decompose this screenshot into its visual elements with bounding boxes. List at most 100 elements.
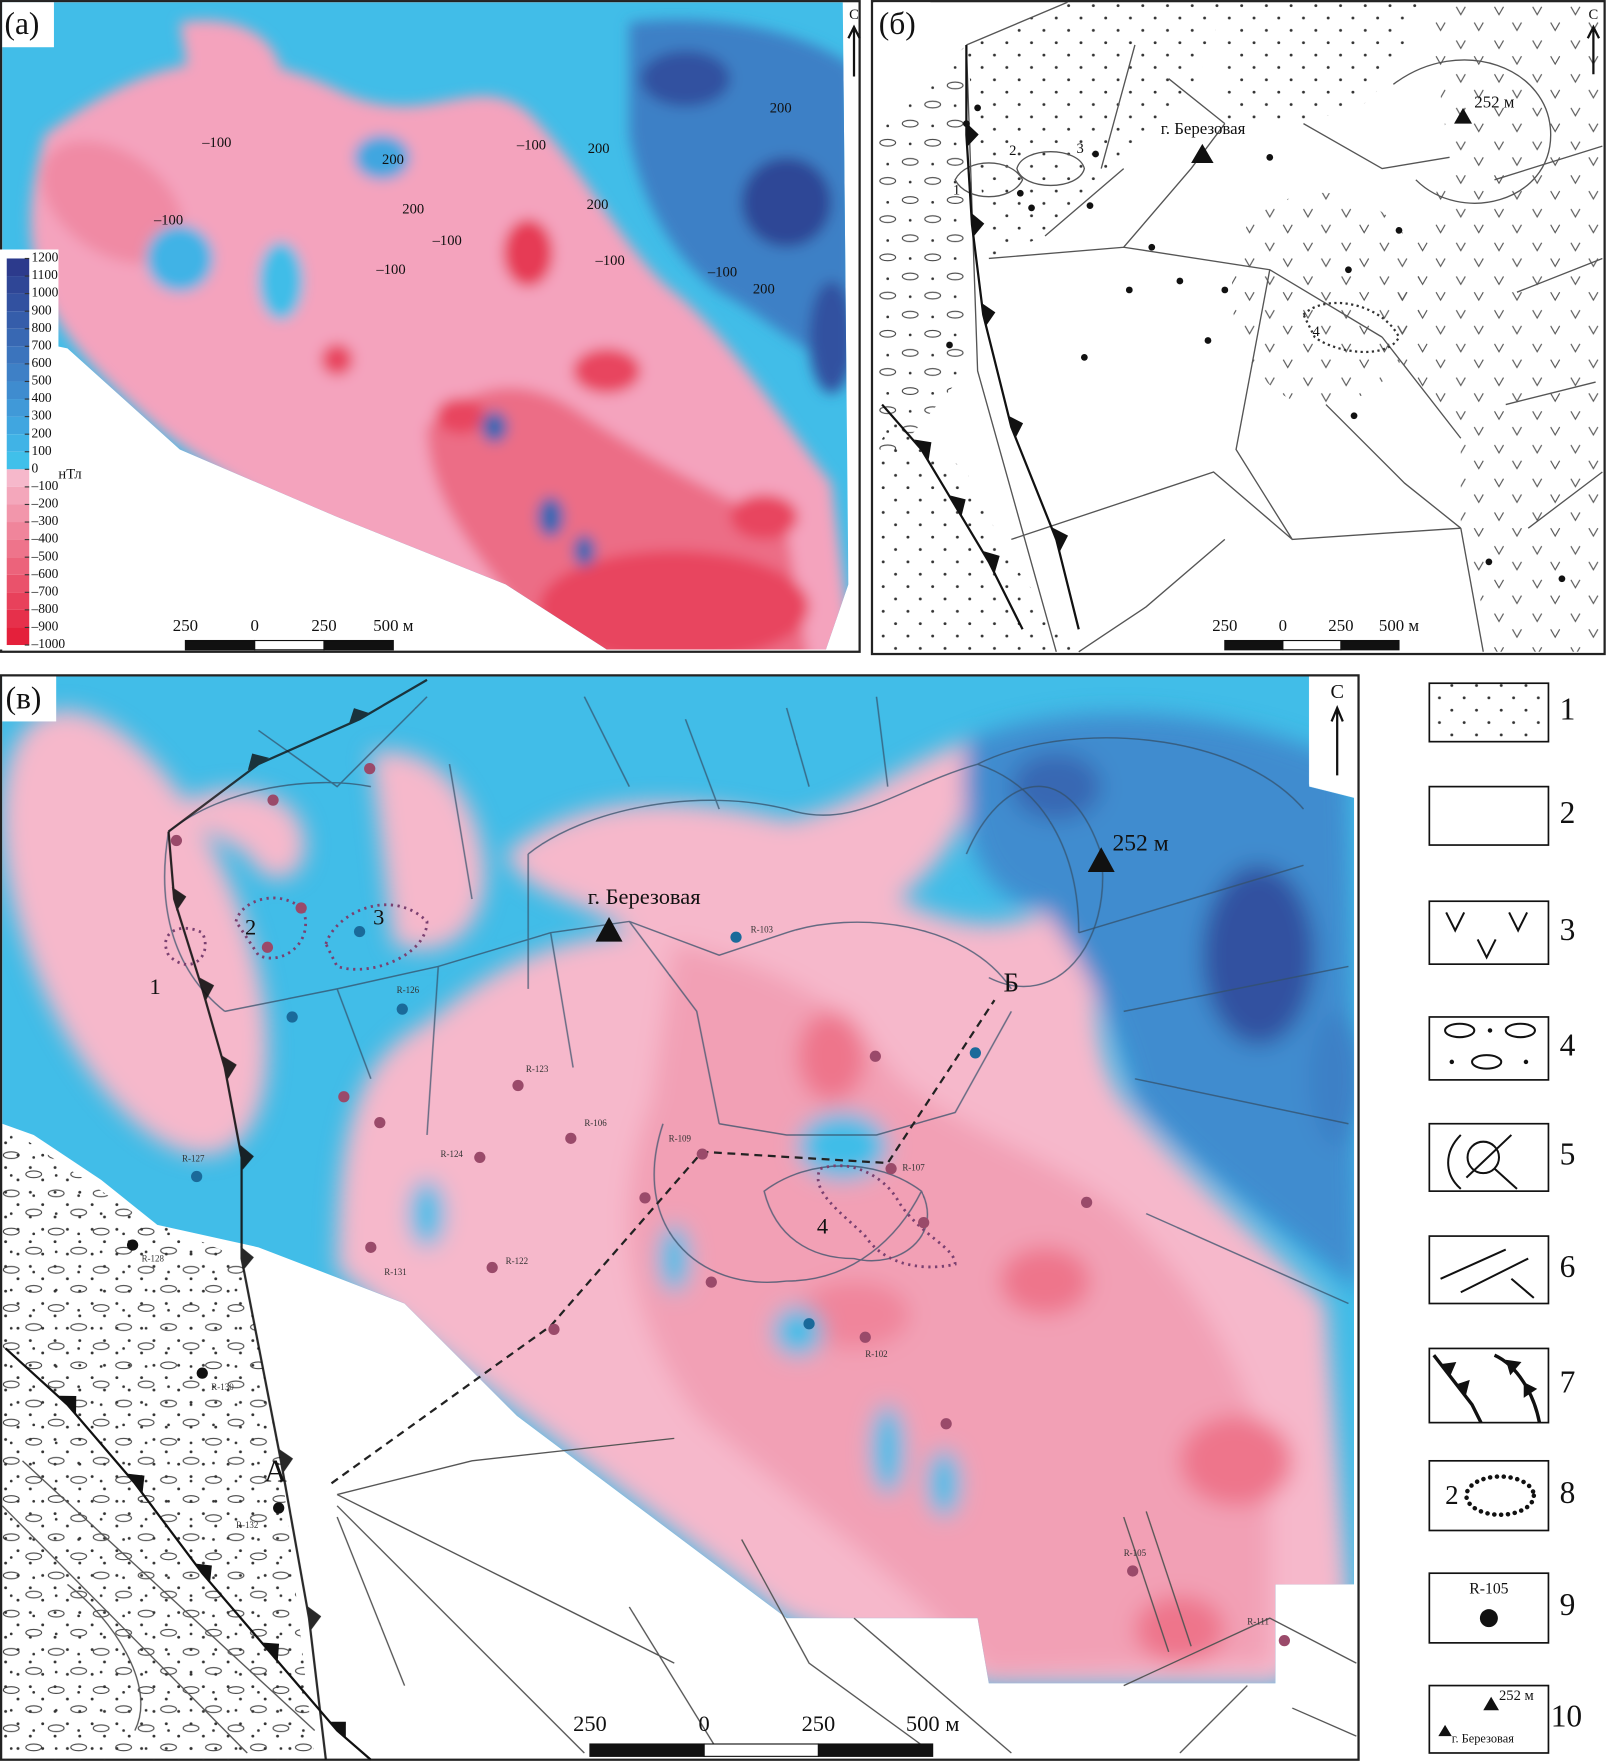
colorbar-step: [6, 522, 30, 540]
scale-segment: [1282, 639, 1342, 651]
legend-sample: 252 м: [1499, 1688, 1534, 1704]
zone-label: 2: [1009, 143, 1016, 159]
elevation-label: 252 м: [1112, 830, 1168, 856]
colorbar-tick-label: –300: [30, 513, 58, 528]
legend-symbol: [1440, 1248, 1535, 1299]
well-label: R-122: [506, 1256, 528, 1266]
colorbar-step: [6, 609, 30, 628]
unit-1: [1224, 2, 1428, 124]
colorbar-tick-label: –500: [30, 548, 58, 563]
faults: [1, 696, 1357, 1754]
colorbar-tick-label: 300: [31, 408, 51, 423]
scale-bar: 250 0 250 500 м: [1212, 616, 1419, 651]
colorbar-step: [6, 346, 30, 364]
colorbar-tick-label: –600: [30, 566, 58, 581]
contour-label: –100: [432, 233, 462, 249]
legend-symbol: [1445, 912, 1528, 960]
legend-number: 6: [1560, 1249, 1576, 1284]
contour-label: 200: [402, 202, 424, 218]
colorbar-tick-label: –900: [30, 619, 58, 634]
scale-label: 500 м: [1379, 616, 1419, 635]
panel-label: (б): [879, 6, 916, 41]
legend-swatch: [1428, 1572, 1550, 1644]
legend: 2 R-105 252 м г. Березовая 1 2 3 4 5 6 7…: [1428, 682, 1582, 1754]
well-label: R-132: [236, 1520, 258, 1530]
legend-swatch: [1428, 1684, 1550, 1754]
scale-label: 0: [699, 1711, 710, 1736]
colorbar-tick-label: 200: [31, 425, 51, 440]
colorbar-unit: нТл: [58, 467, 81, 483]
colorbar-tick-label: 1000: [31, 285, 58, 300]
contour-label: 200: [588, 141, 610, 157]
scale-label: 0: [250, 616, 258, 635]
colorbar-tick-label: 1100: [31, 267, 58, 282]
colorbar-step: [6, 451, 30, 470]
legend-symbol: [1464, 1474, 1537, 1518]
legend-swatch: [1428, 1459, 1550, 1532]
panel-c: R-128 R-130 R-132 R-126 R-127 R-124 R-12…: [0, 674, 1360, 1761]
well-label: R-103: [751, 925, 774, 935]
scale-label: 500 м: [906, 1711, 960, 1736]
scale-label: 0: [1279, 616, 1287, 635]
colorbar-tick-label: 900: [31, 302, 51, 317]
wells: [946, 104, 1566, 583]
label-box: [2, 2, 54, 48]
colorbar-step: [6, 504, 30, 523]
colorbar-step: [6, 627, 30, 646]
legend-number: 3: [1560, 912, 1576, 947]
colorbar-step: [6, 469, 30, 487]
scale-segment: [254, 639, 325, 651]
well-label: R-105: [1124, 1548, 1147, 1558]
legend-swatch: [1428, 682, 1550, 743]
panel-label: (а): [4, 6, 39, 41]
legend-number: 8: [1560, 1475, 1576, 1510]
faults: [954, 1, 1603, 653]
well-label: R-130: [211, 1382, 234, 1392]
scale-segment: [1224, 639, 1284, 651]
legend-symbol: [1447, 1134, 1518, 1190]
label-box: [874, 2, 931, 48]
scale-label: 250: [573, 1711, 607, 1736]
scale-label: 250: [173, 616, 198, 635]
colorbar: 1200110010009008007006005004003002001000…: [0, 249, 65, 651]
well-label: R-124: [440, 1149, 463, 1159]
colorbar-tick-label: 500: [31, 373, 51, 388]
scale-label: 250: [1212, 616, 1237, 635]
colorbar-tick-label: –200: [30, 496, 58, 511]
colorbar-step: [6, 557, 30, 575]
colorbar-tick-label: –400: [30, 531, 58, 546]
panel-b: г. Березовая 252 м 1 2 3 4 (б) С 250 0 250…: [870, 0, 1606, 656]
thrust: [965, 44, 1080, 630]
scale-segment: [703, 1743, 819, 1757]
legend-number: 5: [1560, 1137, 1576, 1172]
zone-label: 2: [245, 914, 256, 939]
legend-swatch: [1428, 1235, 1550, 1305]
colorbar-tick-label: 800: [31, 320, 51, 335]
colorbar-tick-label: 1200: [31, 250, 58, 265]
contour-label: –100: [375, 262, 405, 278]
legend-number: 9: [1560, 1587, 1576, 1622]
profile-end: Б: [1003, 968, 1018, 998]
wells: [126, 763, 1290, 1647]
label-box: [2, 676, 57, 722]
well-label: R-128: [142, 1254, 165, 1264]
zone-label: 1: [953, 182, 960, 198]
well-label: R-102: [865, 1349, 887, 1359]
north-label: С: [1589, 7, 1599, 23]
scale-segment: [323, 639, 394, 651]
north-label: С: [849, 7, 859, 23]
zone-label: 4: [1312, 324, 1320, 340]
contour-label: 200: [587, 197, 609, 213]
thrust: [4, 1347, 372, 1761]
legend-sample: 2: [1445, 1480, 1458, 1510]
contour-label: 200: [770, 100, 792, 116]
colorbar-step: [6, 328, 30, 347]
well-label: R-107: [902, 1163, 925, 1173]
panel-label: (в): [6, 680, 42, 715]
panel-a: 1200110010009008007006005004003002001000…: [0, 0, 861, 653]
legend-number: 2: [1560, 795, 1576, 830]
colorbar-tick-label: –800: [30, 601, 58, 616]
scale-segment: [817, 1743, 934, 1757]
